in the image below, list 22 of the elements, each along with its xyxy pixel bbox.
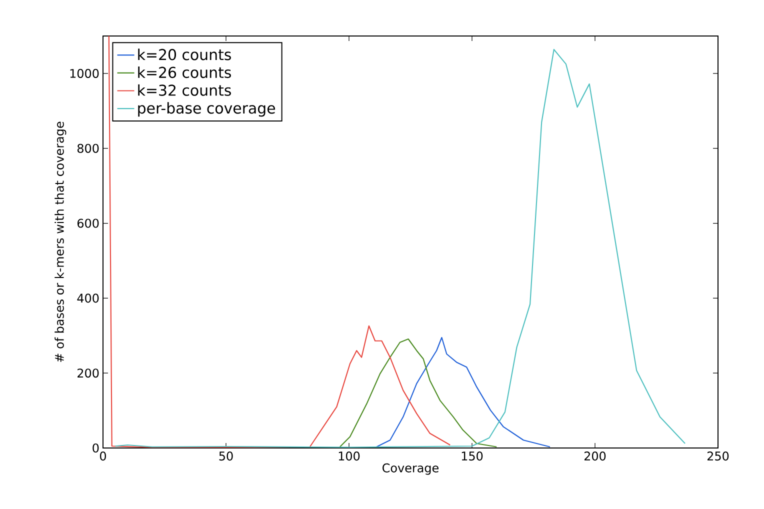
x-tick-label: 0	[100, 452, 106, 461]
y-axis-title: # of bases or k-mers with that coverage	[54, 122, 66, 362]
line-series	[108, 36, 451, 448]
y-tick-label: 0	[92, 443, 99, 453]
line-series	[114, 48, 686, 448]
legend-label: k=32 counts	[138, 84, 231, 96]
y-tick-label: 800	[77, 144, 99, 153]
legend-label: per-base coverage	[138, 102, 276, 117]
x-tick-label: 50	[219, 452, 233, 461]
x-tick-label: 250	[707, 452, 729, 461]
x-axis-title: Coverage	[382, 463, 439, 475]
y-tick-label: 1000	[70, 68, 99, 78]
x-tick-label: 150	[462, 452, 483, 461]
x-tick-label: 100	[338, 452, 360, 461]
line-series	[376, 336, 551, 448]
y-tick-label: 200	[78, 368, 99, 378]
legend-label: k=26 counts	[138, 66, 231, 78]
y-tick-label: 600	[77, 218, 99, 228]
legend-label: k=20 counts	[138, 48, 231, 60]
x-tick-label: 200	[584, 452, 606, 461]
line-series	[339, 338, 498, 448]
y-tick-label: 400	[77, 294, 99, 303]
